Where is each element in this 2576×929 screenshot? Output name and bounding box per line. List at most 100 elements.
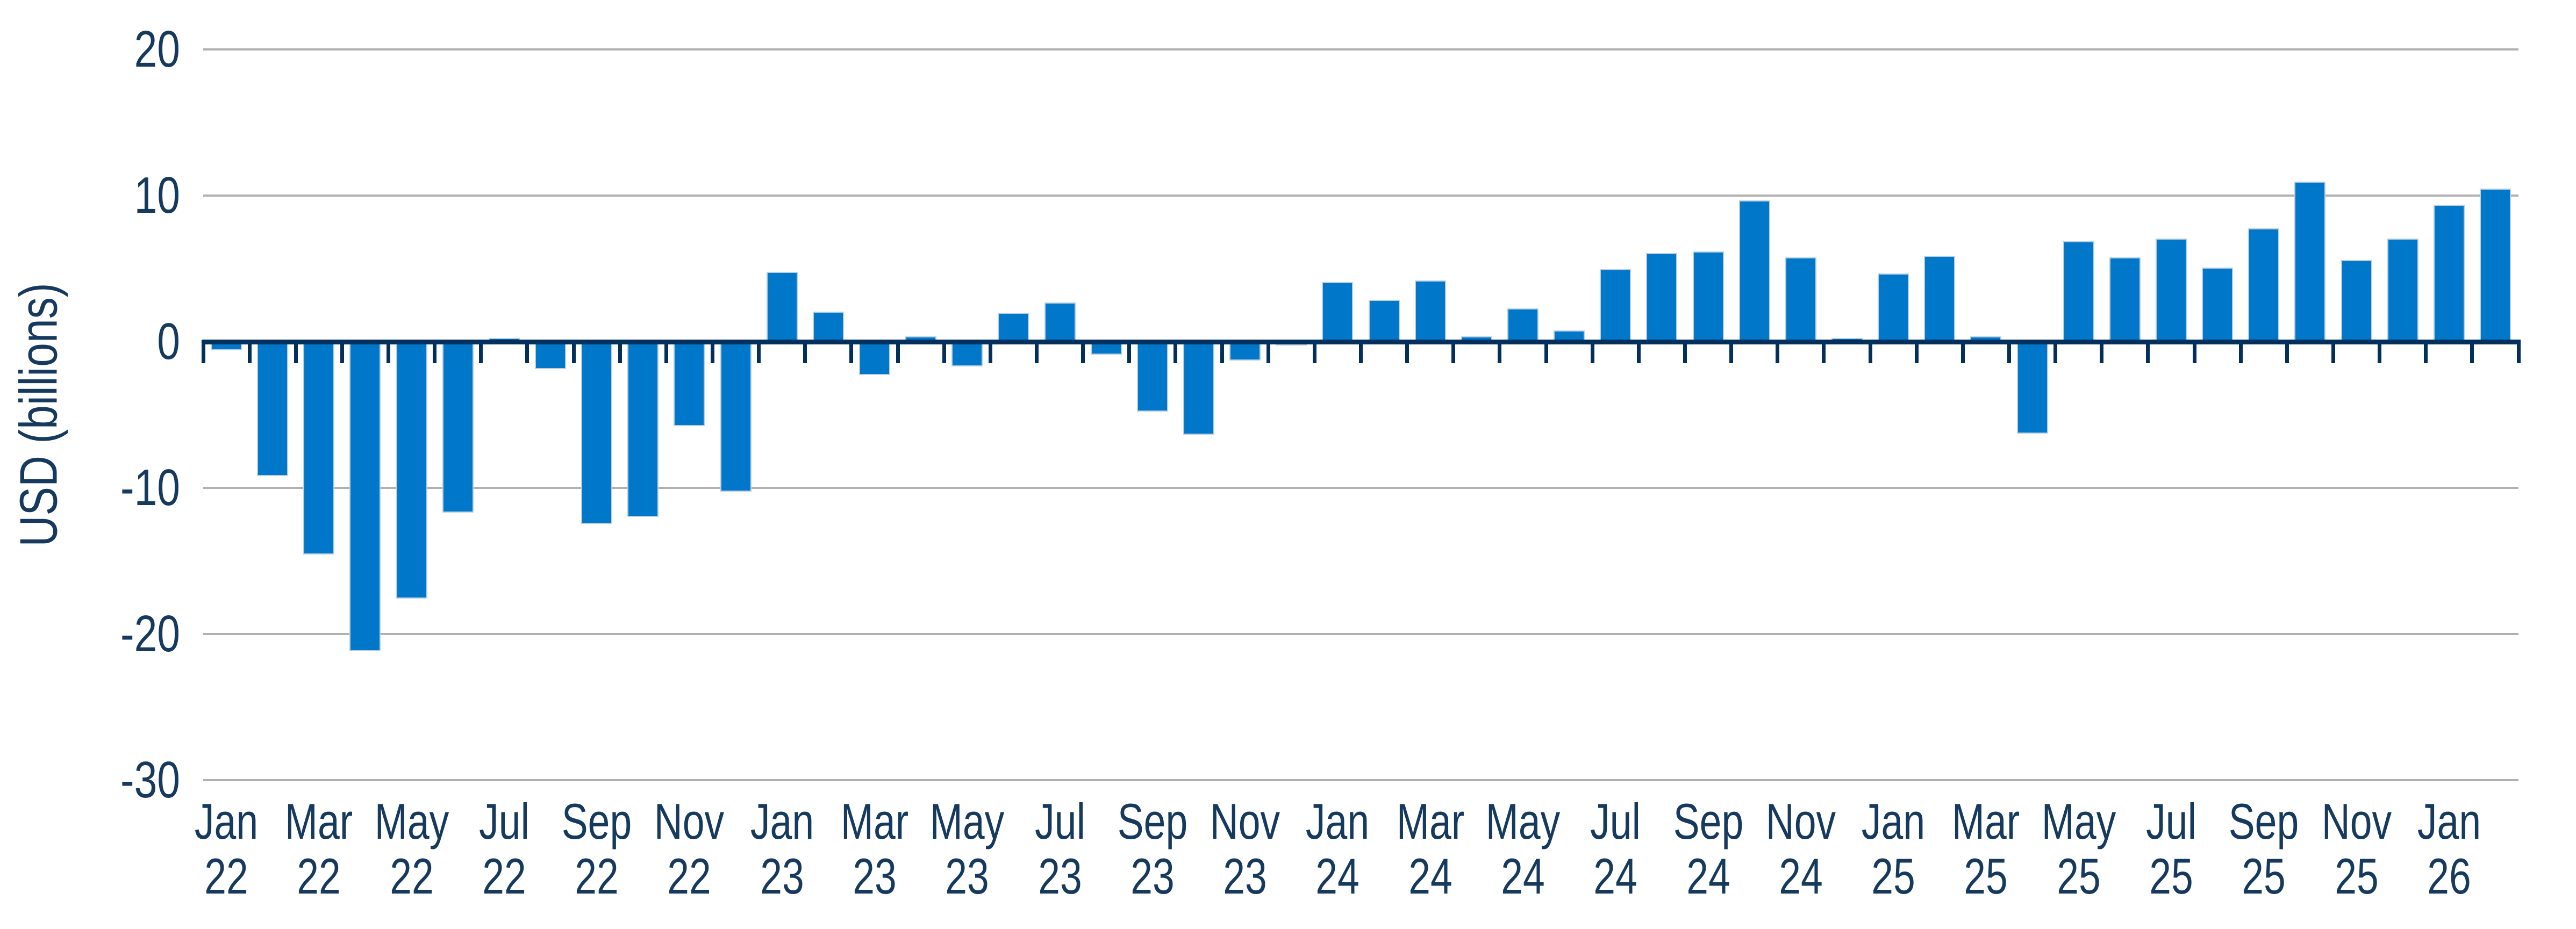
x-tick-year: 23: [1037, 848, 1082, 904]
axis-tick: [1960, 340, 1965, 363]
x-tick-month: Jul: [2146, 793, 2196, 849]
axis-tick: [1868, 340, 1872, 363]
axis-tick: [1498, 340, 1502, 363]
bar-jul-25: [2156, 239, 2186, 342]
axis-tick: [988, 340, 992, 363]
axis-tick: [247, 340, 252, 363]
x-axis-zero-line: [203, 339, 2518, 344]
x-tick-year: 25: [1871, 848, 1915, 904]
x-tick-year: 22: [297, 848, 341, 904]
x-tick-month: Sep: [1117, 793, 1188, 849]
x-tick-month: Sep: [1673, 793, 1743, 849]
x-tick-year: 23: [945, 848, 990, 904]
axis-tick: [294, 340, 298, 363]
x-tick-year: 22: [575, 848, 619, 904]
x-tick-year: 26: [2427, 848, 2471, 904]
bar-aug-22: [536, 342, 566, 368]
bar-may-25: [2064, 242, 2093, 342]
x-tick-label: Sep 23: [1118, 794, 1187, 904]
bar-jun-25: [2110, 258, 2139, 342]
bar-jul-23: [1045, 304, 1075, 342]
axis-tick: [1266, 340, 1270, 363]
bar-jun-24: [1555, 331, 1584, 342]
x-tick-label: May 25: [2041, 794, 2116, 904]
x-tick-label: May 23: [930, 794, 1005, 904]
bar-aug-24: [1647, 254, 1677, 342]
bar-dec-22: [721, 342, 750, 491]
axis-tick: [2100, 340, 2104, 363]
x-tick-month: Jan: [1306, 793, 1370, 849]
bar-feb-24: [1369, 300, 1399, 342]
bar-feb-22: [258, 342, 288, 475]
x-tick-label: Jan 23: [750, 794, 814, 904]
x-tick-label: Mar 22: [285, 794, 353, 904]
axis-tick: [618, 340, 622, 363]
x-tick-month: May: [2041, 793, 2116, 849]
x-tick-year: 23: [1130, 848, 1175, 904]
x-tick-year: 25: [2334, 848, 2379, 904]
axis-tick: [1636, 340, 1641, 363]
axis-tick: [571, 340, 576, 363]
bar-jan-25: [1879, 274, 1908, 342]
bar-mar-24: [1415, 282, 1445, 342]
axis-tick: [1405, 340, 1409, 363]
axis-tick: [479, 340, 483, 363]
bar-oct-23: [1184, 342, 1213, 434]
x-tick-label: Mar 24: [1397, 794, 1464, 904]
axis-tick: [1590, 340, 1594, 363]
x-tick-year: 25: [2056, 848, 2101, 904]
x-tick-month: Jan: [750, 793, 814, 849]
x-tick-year: 25: [2149, 848, 2193, 904]
x-tick-label: Sep 22: [562, 794, 632, 904]
x-tick-month: Nov: [1765, 793, 1836, 849]
gridline-10: [203, 195, 2518, 197]
x-tick-label: Sep 25: [2229, 794, 2299, 904]
y-tick-label: 10: [134, 167, 180, 224]
gridline-20: [203, 48, 2518, 51]
axis-tick: [2424, 340, 2428, 363]
bar-dec-25: [2388, 239, 2417, 342]
axis-tick: [2331, 340, 2335, 363]
x-tick-year: 24: [1501, 848, 1545, 904]
x-tick-year: 25: [2242, 848, 2286, 904]
axis-tick: [1173, 340, 1178, 363]
x-tick-label: Jan 26: [2417, 794, 2481, 904]
x-tick-year: 24: [1315, 848, 1360, 904]
axis-tick: [1776, 340, 1780, 363]
axis-tick: [2285, 340, 2289, 363]
y-tick-label: -20: [120, 605, 180, 662]
bar-feb-23: [813, 312, 843, 342]
x-tick-month: May: [374, 793, 449, 849]
bar-sep-22: [582, 342, 612, 523]
gridline--20: [203, 633, 2518, 635]
axis-tick: [201, 340, 205, 363]
x-tick-month: Jan: [194, 793, 259, 849]
x-tick-label: May 24: [1486, 794, 1561, 904]
axis-tick: [2516, 340, 2521, 363]
bar-nov-23: [1230, 342, 1260, 359]
axis-tick: [757, 340, 761, 363]
axis-tick: [1683, 340, 1687, 363]
bar-apr-25: [2017, 342, 2047, 433]
x-tick-month: Mar: [1952, 793, 2020, 849]
x-tick-label: Jul 23: [1035, 794, 1085, 904]
x-tick-month: Mar: [1396, 793, 1464, 849]
x-tick-year: 24: [1686, 848, 1730, 904]
x-tick-label: Nov 24: [1766, 794, 1836, 904]
axis-tick: [1729, 340, 1734, 363]
bar-feb-26: [2480, 190, 2510, 342]
x-tick-month: Jul: [1590, 793, 1641, 849]
x-tick-month: Jul: [479, 793, 529, 849]
bar-jan-24: [1323, 283, 1353, 342]
axis-tick: [2192, 340, 2196, 363]
axis-tick: [664, 340, 668, 363]
bar-mar-22: [304, 342, 334, 554]
x-tick-label: Jul 25: [2146, 794, 2196, 904]
axis-tick: [433, 340, 437, 363]
axis-tick: [803, 340, 807, 363]
axis-tick: [942, 340, 946, 363]
bar-feb-25: [1925, 257, 1955, 342]
x-tick-year: 24: [1408, 848, 1452, 904]
bar-mar-23: [860, 342, 890, 374]
